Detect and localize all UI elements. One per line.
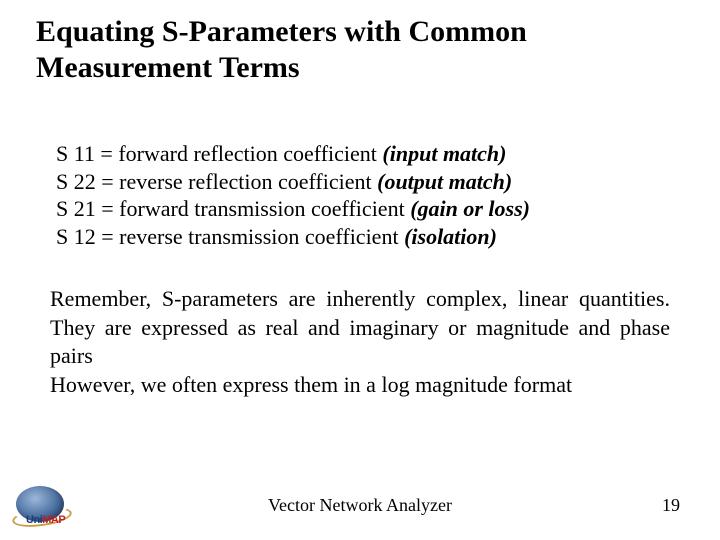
equals-sign: = — [96, 224, 119, 249]
definition-line: S 21 = forward transmission coefficient … — [56, 195, 676, 223]
s-parameter-definitions: S 11 = forward reflection coefficient (i… — [56, 140, 676, 250]
definition-line: S 22 = reverse reflection coefficient (o… — [56, 168, 676, 196]
slide-title: Equating S-Parameters with Common Measur… — [36, 14, 686, 86]
logo-text: UniMAP — [26, 514, 65, 526]
param-description: forward transmission coefficient — [119, 196, 405, 221]
slide: Equating S-Parameters with Common Measur… — [0, 0, 720, 540]
paragraph-line-1: Remember, S-parameters are inherently co… — [50, 285, 670, 371]
paragraph-line-2: However, we often express them in a log … — [50, 371, 670, 400]
definition-line: S 12 = reverse transmission coefficient … — [56, 223, 676, 251]
param-note: (gain or loss) — [410, 196, 530, 221]
equals-sign: = — [95, 141, 118, 166]
unimap-logo-icon: UniMAP — [12, 484, 76, 532]
param-note: (isolation) — [404, 224, 497, 249]
page-number: 19 — [662, 495, 680, 516]
param-note: (input match) — [382, 141, 506, 166]
footer-title: Vector Network Analyzer — [0, 495, 720, 516]
param-description: reverse transmission coefficient — [119, 224, 398, 249]
equals-sign: = — [96, 169, 119, 194]
equals-sign: = — [96, 196, 119, 221]
definition-line: S 11 = forward reflection coefficient (i… — [56, 140, 676, 168]
param-description: reverse reflection coefficient — [119, 169, 371, 194]
param-note: (output match) — [377, 169, 512, 194]
param-label: S 11 — [56, 141, 95, 166]
logo-text-uni: Uni — [26, 514, 42, 526]
param-label: S 12 — [56, 224, 96, 249]
param-description: forward reflection coefficient — [118, 141, 377, 166]
param-label: S 22 — [56, 169, 96, 194]
explanatory-paragraph: Remember, S-parameters are inherently co… — [50, 285, 670, 399]
param-label: S 21 — [56, 196, 96, 221]
logo-text-map: MAP — [42, 514, 65, 526]
